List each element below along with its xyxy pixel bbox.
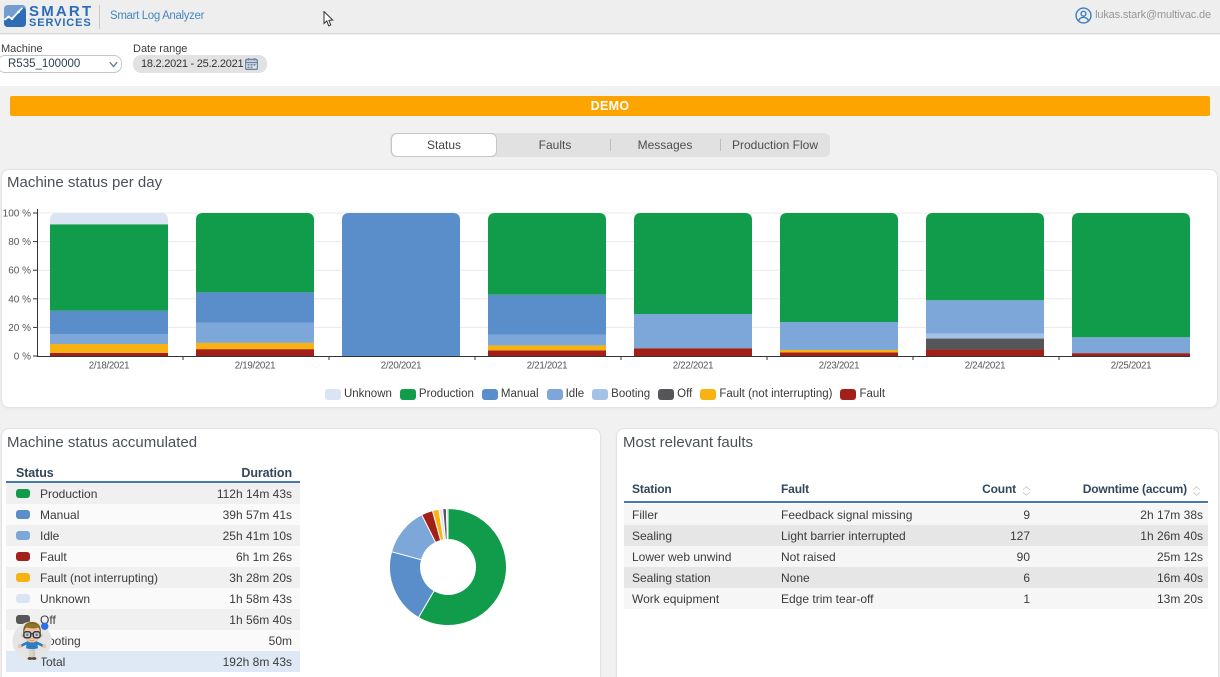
svg-text:2/19/2021: 2/19/2021	[235, 361, 275, 372]
svg-text:80 %: 80 %	[8, 237, 31, 248]
svg-text:100 %: 100 %	[3, 209, 31, 220]
svg-text:60 %: 60 %	[8, 266, 31, 277]
svg-text:2/18/2021: 2/18/2021	[89, 361, 129, 372]
svg-text:2/22/2021: 2/22/2021	[673, 361, 713, 372]
svg-text:2/21/2021: 2/21/2021	[527, 361, 567, 372]
svg-text:2/24/2021: 2/24/2021	[965, 361, 1005, 372]
svg-text:40 %: 40 %	[8, 294, 31, 305]
svg-text:2/20/2021: 2/20/2021	[381, 361, 421, 372]
svg-text:20 %: 20 %	[8, 323, 31, 334]
svg-text:0 %: 0 %	[14, 352, 31, 363]
svg-text:2/23/2021: 2/23/2021	[819, 361, 859, 372]
svg-text:2/25/2021: 2/25/2021	[1111, 361, 1151, 372]
